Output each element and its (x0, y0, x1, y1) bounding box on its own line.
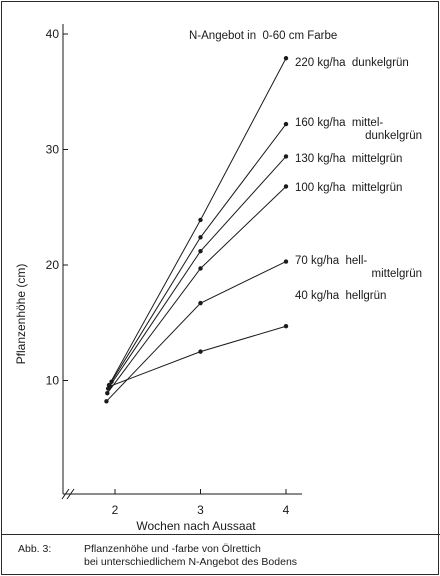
data-point (283, 154, 289, 159)
x-tick-label: 3 (197, 503, 204, 517)
x-tick-label: 4 (283, 503, 290, 517)
series-label: 40 kg/ha hellgrün (295, 290, 386, 302)
data-point (105, 391, 110, 396)
legend-header: N-Angebot in 0-60 cm Farbe (189, 30, 337, 42)
y-tick-label: 10 (46, 374, 60, 388)
x-tick-label: 2 (112, 503, 119, 517)
series-4 (105, 184, 289, 396)
data-point (104, 399, 109, 404)
caption-line-1: Pflanzenhöhe und -farbe von Ölrettich (84, 543, 261, 555)
y-tick-label: 20 (46, 258, 60, 272)
data-point (198, 266, 203, 271)
data-point (283, 259, 289, 264)
data-point (283, 184, 289, 189)
axes: 10 20 30 40 2 3 4 Wochen nach Aussaat Pflanzenhö… (14, 24, 302, 533)
series-label-continued: mittelgrün (372, 268, 423, 280)
series-label: 220 kg/ha dunkelgrün (295, 57, 409, 69)
labels-layer: N-Angebot in 0-60 cm Farbe 220 kg/ha dunk… (189, 30, 422, 302)
y-tick-label: 30 (46, 143, 60, 157)
series-2 (109, 121, 289, 384)
data-point (107, 384, 113, 389)
axis-break-mark (61, 488, 70, 500)
data-point (198, 217, 203, 223)
series-5 (104, 259, 289, 404)
series-1 (106, 56, 289, 388)
data-point (198, 248, 203, 254)
series-line (106, 186, 287, 394)
series-label: 130 kg/ha mittelgrün (295, 153, 402, 165)
data-point (283, 121, 289, 127)
data-point (198, 235, 203, 240)
data-point (198, 349, 203, 354)
data-point (109, 379, 114, 384)
series-label: 160 kg/ha mittel- (295, 117, 383, 129)
axis-break-mark (66, 488, 75, 500)
series-layer (104, 56, 289, 404)
data-point (283, 324, 289, 329)
series-6 (107, 324, 289, 389)
data-point (283, 56, 289, 61)
line-chart: 10 20 30 40 2 3 4 Wochen nach Aussaat Pflanzenhö… (14, 24, 422, 533)
series-label: 70 kg/ha hell- (295, 255, 367, 267)
series-label: 100 kg/ha mittelgrün (295, 182, 402, 194)
caption-label: Abb. 3: (18, 543, 52, 555)
y-tick-label: 40 (46, 27, 60, 41)
y-axis-title: Pflanzenhöhe (cm) (14, 264, 28, 365)
series-3 (105, 154, 289, 391)
figure-caption: Abb. 3: Pflanzenhöhe und -farbe von Ölre… (2, 534, 440, 576)
data-point (198, 300, 203, 306)
series-line (108, 58, 287, 386)
caption-line-2: bei unterschiedlichem N-Angebot des Bode… (84, 556, 298, 568)
series-label-continued: dunkelgrün (365, 130, 422, 142)
x-axis-title: Wochen nach Aussaat (136, 519, 256, 533)
series-line (106, 261, 287, 402)
